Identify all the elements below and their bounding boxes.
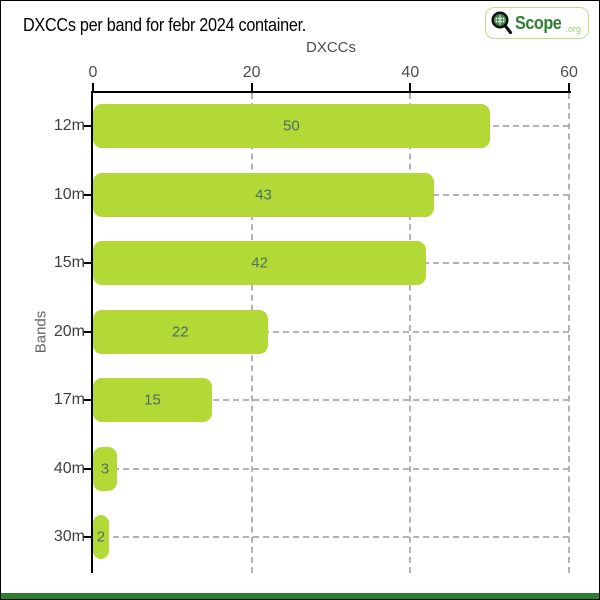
bar bbox=[93, 515, 109, 559]
y-tick-label: 20m bbox=[53, 322, 85, 340]
x-tick-label: 40 bbox=[401, 64, 420, 81]
bar bbox=[93, 172, 435, 217]
logo-tld-text: .org bbox=[565, 24, 581, 34]
bar-value-label: 2 bbox=[96, 528, 106, 546]
y-tick-label: 10m bbox=[53, 185, 85, 203]
x-tick-mark bbox=[568, 83, 570, 91]
gridline-horizontal bbox=[93, 536, 569, 538]
logo: Scope .org bbox=[484, 7, 589, 39]
bar bbox=[93, 446, 117, 491]
y-axis-line bbox=[91, 91, 93, 573]
y-tick-label: 40m bbox=[53, 459, 85, 477]
bar bbox=[93, 309, 268, 354]
chart-title: DXCCs per band for febr 2024 container. bbox=[23, 15, 307, 35]
x-axis-line bbox=[91, 91, 571, 93]
bar-value-label: 50 bbox=[282, 117, 300, 135]
y-tick-mark bbox=[83, 467, 91, 470]
y-tick-mark bbox=[83, 399, 91, 401]
bar-value-label: 3 bbox=[100, 460, 110, 477]
y-tick-mark bbox=[83, 193, 91, 196]
footer-strip bbox=[1, 593, 599, 599]
bar-value-label: 43 bbox=[255, 186, 272, 203]
x-axis-title: DXCCs bbox=[305, 39, 357, 56]
y-tick-mark bbox=[83, 536, 91, 538]
bar-value-label: 15 bbox=[144, 391, 161, 409]
x-tick-mark bbox=[409, 83, 412, 91]
gridline-horizontal bbox=[93, 399, 569, 401]
gridline-vertical bbox=[568, 93, 570, 573]
gridline-horizontal bbox=[93, 467, 569, 470]
bar bbox=[93, 378, 212, 422]
x-tick-label: 20 bbox=[242, 64, 261, 81]
bar-value-label: 42 bbox=[251, 254, 268, 272]
magnifier-globe-icon bbox=[490, 10, 514, 36]
bar-value-label: 22 bbox=[171, 323, 189, 340]
y-tick-mark bbox=[83, 330, 91, 333]
bar bbox=[93, 104, 490, 148]
y-tick-label: 30m bbox=[53, 528, 85, 545]
bar bbox=[93, 241, 427, 285]
y-tick-label: 15m bbox=[53, 254, 85, 271]
gridline-horizontal bbox=[93, 330, 569, 333]
x-tick-label: 60 bbox=[560, 64, 578, 81]
x-tick-mark bbox=[92, 83, 94, 91]
x-tick-mark bbox=[250, 83, 253, 91]
y-tick-label: 17m bbox=[53, 391, 85, 408]
gridline-vertical bbox=[409, 93, 412, 573]
y-tick-mark bbox=[83, 262, 91, 264]
x-tick-label: 0 bbox=[88, 64, 98, 81]
y-tick-label: 12m bbox=[53, 117, 85, 134]
logo-brand-text: Scope bbox=[514, 12, 562, 33]
y-tick-mark bbox=[83, 125, 91, 127]
